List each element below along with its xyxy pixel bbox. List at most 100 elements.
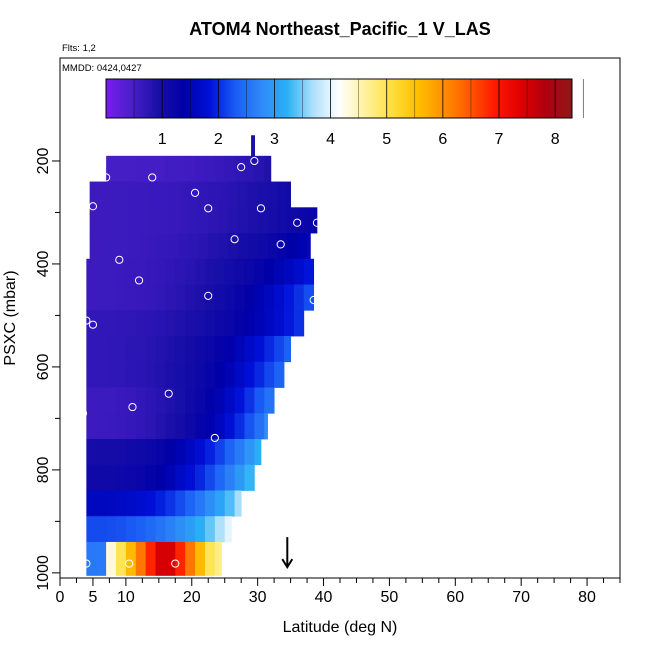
flights-label: Flts: 1,2: [62, 43, 96, 54]
heatmap-cell: [214, 284, 226, 311]
heatmap-cell: [254, 387, 265, 414]
heatmap-cell: [145, 336, 156, 363]
sample-point: [312, 218, 322, 227]
colorbar-tick-label: 6: [438, 131, 447, 148]
heatmap-cell: [224, 336, 235, 363]
heatmap-cell: [106, 438, 117, 466]
heatmap-cell: [175, 464, 186, 491]
sample-point: [102, 173, 111, 182]
heatmap-cell: [145, 387, 156, 414]
heatmap-cell: [145, 361, 156, 388]
heatmap-cell: [165, 284, 176, 311]
heatmap-cell: [175, 336, 186, 363]
heatmap-cell: [96, 413, 107, 440]
heatmap-cell: [214, 490, 226, 517]
heatmap-cell: [284, 284, 295, 311]
heatmap-cell: [155, 438, 166, 466]
heatmap-cell: [86, 336, 97, 363]
heatmap-cell: [234, 258, 245, 285]
y-axis-label: PSXC (mbar): [2, 270, 19, 365]
heatmap-cell: [247, 233, 259, 260]
sample-point: [230, 235, 239, 244]
heatmap-cell: [287, 207, 298, 234]
heatmap-cell: [303, 258, 315, 285]
heatmap-cell: [244, 336, 255, 363]
heatmap-cell: [204, 490, 216, 517]
heatmap-cell: [195, 490, 206, 517]
heatmap-cell: [307, 233, 311, 260]
heatmap-cell: [99, 181, 110, 208]
colorbar-tick-label: 8: [551, 131, 560, 148]
heatmap-cell: [204, 310, 216, 337]
heatmap-cell: [155, 361, 166, 388]
heatmap-cell: [244, 310, 255, 337]
heatmap-cell: [116, 310, 127, 337]
heatmap-cell: [284, 336, 291, 363]
heatmap-cell: [293, 258, 305, 285]
heatmap-cell: [168, 181, 179, 208]
heatmap-cell: [234, 438, 245, 466]
heatmap-cell: [175, 490, 186, 517]
heatmap-cell: [125, 361, 137, 388]
heatmap-cell: [204, 413, 216, 440]
sample-point: [250, 156, 259, 166]
heatmap-cell: [155, 464, 166, 491]
colorbar-gradient: [105, 78, 573, 119]
heatmap-cell: [188, 233, 199, 260]
heatmap-cell: [96, 464, 107, 491]
marker-head: [281, 558, 294, 570]
heatmap-cell: [116, 155, 127, 182]
heatmap-cell: [204, 284, 216, 311]
heatmap-cell: [155, 490, 166, 517]
heatmap-cell: [145, 155, 156, 182]
heatmap-cell: [109, 181, 120, 208]
heatmap-cell: [106, 541, 117, 576]
x-tick-label: 5: [88, 589, 97, 606]
heatmap-cell: [145, 413, 156, 440]
heatmap-cell: [158, 207, 170, 234]
heatmap-cell: [178, 233, 189, 260]
heatmap-cell: [86, 310, 97, 337]
heatmap-cell: [237, 181, 249, 208]
heatmap-cell: [208, 233, 219, 260]
heatmap-cell: [165, 541, 176, 576]
heatmap-cell: [188, 181, 199, 208]
x-axis: 0 5 10 20 30 40 50 60 70 80: [56, 578, 621, 606]
heatmap-cell: [185, 541, 196, 576]
heatmap-spike-cell: [251, 135, 256, 167]
heatmap-cell: [135, 361, 147, 388]
heatmap-cell: [234, 413, 245, 440]
heatmap-cell: [178, 207, 189, 234]
heatmap-cell: [125, 413, 137, 440]
heatmap-cell: [185, 438, 196, 466]
heatmap-cell: [175, 516, 186, 543]
x-tick-label: 40: [315, 589, 333, 606]
heatmap-cell: [129, 207, 140, 234]
x-tick-label: 50: [381, 589, 399, 606]
heatmap-cell: [165, 310, 176, 337]
heatmap-cell: [175, 155, 186, 182]
heatmap-cell: [264, 413, 268, 440]
sample-point: [125, 559, 134, 568]
heatmap-cell: [145, 284, 156, 311]
heatmap-cell: [86, 361, 97, 388]
heatmap-cell: [86, 258, 97, 285]
heatmap-cell: [96, 438, 107, 466]
heatmap-cell: [195, 387, 206, 414]
heatmap-cell: [116, 438, 127, 466]
heatmap-cell: [244, 464, 255, 491]
heatmap-cell: [214, 413, 226, 440]
sample-point: [134, 276, 144, 285]
heatmap-cell: [297, 233, 308, 260]
heatmap-cell: [188, 207, 199, 234]
heatmap-cell: [116, 361, 127, 388]
heatmap-cell: [208, 207, 219, 234]
heatmap-cell: [145, 490, 156, 517]
heatmap-cell: [168, 207, 179, 234]
heatmap-cell: [185, 336, 196, 363]
x-tick-label: 20: [183, 589, 201, 606]
heatmap-cell: [264, 155, 272, 182]
heatmap-cell: [185, 310, 196, 337]
heatmap-cell: [204, 387, 216, 414]
heatmap-cell: [195, 438, 206, 466]
